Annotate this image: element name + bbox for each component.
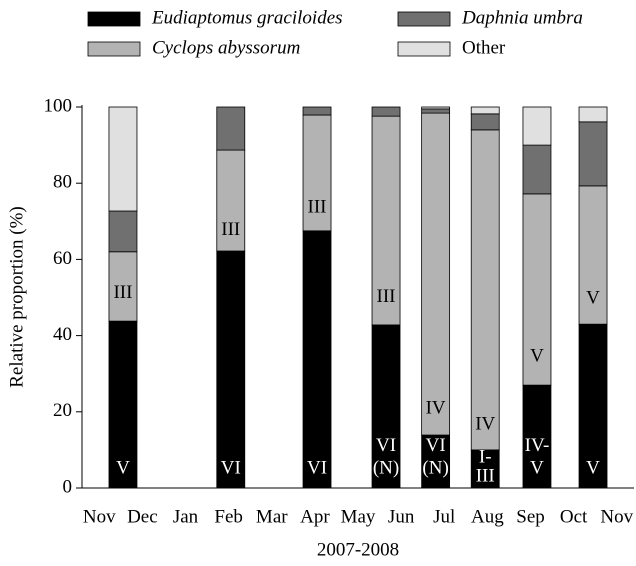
y-tick-label: 40 — [53, 324, 72, 345]
annotation: IV — [475, 413, 495, 434]
annotation: V — [530, 457, 544, 478]
x-tick-label: Nov — [83, 506, 116, 527]
x-tick-label: Nov — [600, 506, 633, 527]
x-tick-label: Jul — [433, 506, 455, 527]
bar-segment — [302, 230, 332, 489]
legend-swatch — [87, 11, 141, 27]
annotation: (N) — [422, 457, 448, 478]
x-tick-label: Sep — [516, 506, 545, 527]
legend-swatch — [87, 41, 141, 57]
bar-segment — [578, 106, 608, 123]
legend-label: Cyclops abyssorum — [152, 37, 300, 58]
annotation: IV- — [525, 435, 550, 456]
legend-swatch — [397, 41, 451, 57]
x-tick-label: Jan — [173, 506, 199, 527]
bar-segment — [578, 185, 608, 325]
legend-label: Eudiaptomus graciloides — [151, 7, 343, 28]
annotation: III — [476, 466, 495, 487]
y-tick-label: 60 — [53, 248, 72, 269]
bar-segment — [578, 121, 608, 187]
x-tick-label: Feb — [214, 506, 243, 527]
annotation: VI — [426, 435, 446, 456]
legend-label: Daphnia umbra — [461, 7, 583, 28]
bar-segment — [522, 106, 552, 146]
bar-segment — [302, 106, 332, 116]
annotation: III — [377, 286, 396, 307]
bar-segment — [108, 106, 138, 212]
x-tick-label: Apr — [300, 506, 330, 527]
bar-segment — [470, 129, 500, 451]
bar-segment — [108, 320, 138, 489]
annotation: V — [586, 457, 600, 478]
annotation: VI — [376, 435, 396, 456]
bar-segment — [470, 113, 500, 131]
x-tick-label: May — [341, 506, 376, 527]
bar-segment — [421, 112, 451, 436]
x-tick-label: Mar — [256, 506, 288, 527]
annotation: V — [530, 345, 544, 366]
bar-segment — [470, 449, 500, 489]
bar-segment — [371, 106, 401, 117]
bar-segment — [371, 115, 401, 326]
y-tick-label: 80 — [53, 172, 72, 193]
annotation: V — [586, 287, 600, 308]
annotation: V — [116, 457, 130, 478]
bar-segment — [108, 251, 138, 322]
annotation: I- — [479, 447, 492, 468]
y-tick-label: 100 — [44, 95, 73, 116]
annotation: III — [308, 196, 327, 217]
bar-segment — [421, 106, 451, 110]
x-tick-label: Dec — [127, 506, 158, 527]
x-axis-label: 2007-2008 — [317, 539, 399, 560]
annotation: III — [221, 219, 240, 240]
bar-segment — [421, 108, 451, 114]
y-tick-label: 0 — [63, 476, 73, 497]
annotation: VI — [221, 457, 241, 478]
x-tick-label: Oct — [560, 506, 588, 527]
annotation: IV — [426, 397, 446, 418]
bar-segment — [216, 250, 246, 489]
bar-segment — [470, 106, 500, 115]
bar-segment — [578, 323, 608, 489]
annotation: VI — [307, 457, 327, 478]
bar-segment — [108, 210, 138, 253]
annotation: III — [113, 282, 132, 303]
x-tick-label: Aug — [471, 506, 504, 527]
legend-swatch — [397, 11, 451, 27]
bar-segment — [216, 106, 246, 151]
bar-segment — [302, 114, 332, 232]
y-tick-label: 20 — [53, 400, 72, 421]
x-tick-label: Jun — [388, 506, 415, 527]
bar-segment — [522, 193, 552, 386]
bar-segment — [522, 144, 552, 195]
y-axis-label: Relative proportion (%) — [6, 206, 27, 388]
annotation: (N) — [373, 457, 399, 478]
legend-label: Other — [462, 37, 506, 58]
